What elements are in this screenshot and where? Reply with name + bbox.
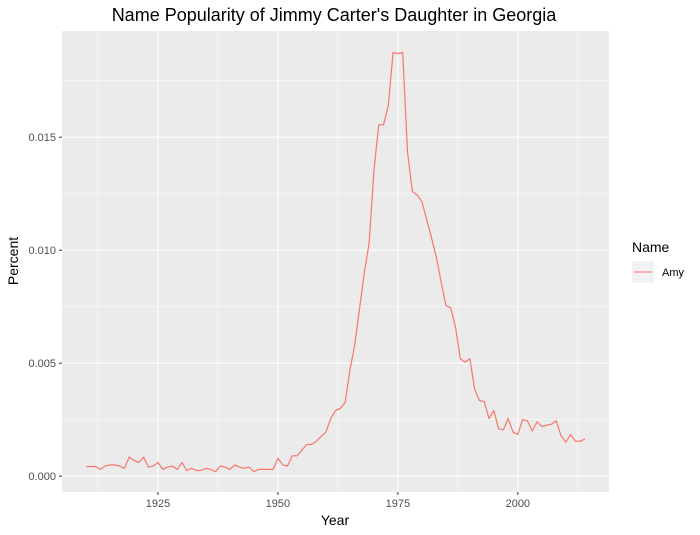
chart-title: Name Popularity of Jimmy Carter's Daught…: [112, 5, 558, 25]
axis-ticks: 1925 1950 1975 2000 0.000 0.005 0.010 0.015: [28, 132, 530, 510]
series-line-amy: [85, 51, 586, 473]
y-tick-label: 0.005: [28, 358, 56, 370]
legend-label-amy: Amy: [662, 267, 685, 279]
plot-panel: [62, 31, 609, 492]
legend: Name Amy: [632, 239, 685, 283]
major-gridlines: [62, 31, 609, 492]
y-tick-label: 0.000: [28, 471, 56, 483]
x-axis-title: Year: [321, 512, 350, 528]
y-tick-label: 0.010: [28, 245, 56, 257]
x-tick-label: 2000: [506, 498, 530, 510]
x-tick-label: 1975: [386, 498, 410, 510]
legend-title: Name: [632, 239, 670, 255]
y-tick-label: 0.015: [28, 132, 56, 144]
series-layer: [85, 51, 586, 473]
x-tick-label: 1925: [146, 498, 170, 510]
x-tick-label: 1950: [266, 498, 290, 510]
y-axis-title: Percent: [5, 237, 21, 285]
